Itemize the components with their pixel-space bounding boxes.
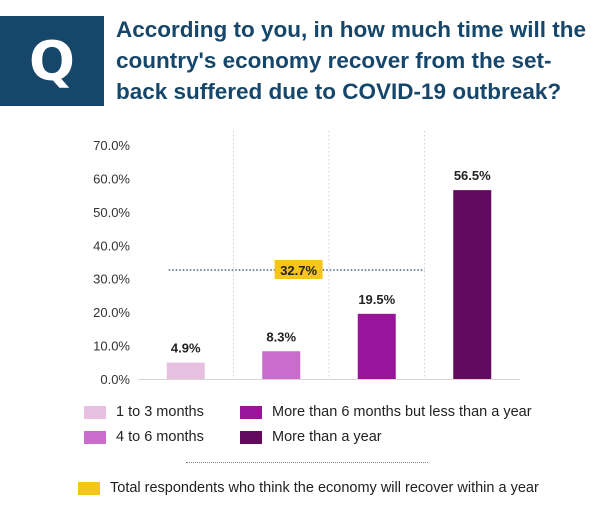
- y-tick-label: 0.0%: [100, 372, 130, 387]
- legend-swatch: [240, 405, 262, 419]
- annotation-badge: [274, 260, 323, 279]
- chart-title: According to you, in how much time will …: [116, 17, 587, 104]
- q-badge: Q: [0, 16, 104, 106]
- bar-value-label: 4.9%: [171, 341, 201, 356]
- bar-chart: 0.0% 10.0% 20.0% 30.0% 40.0% 50.0% 60.0% 70.0% 4…: [93, 131, 520, 387]
- legend-label: 1 to 3 months: [116, 404, 204, 420]
- bar: [262, 351, 301, 379]
- bar: [453, 190, 492, 379]
- y-tick-label: 60.0%: [93, 171, 130, 186]
- legend-label: 4 to 6 months: [116, 429, 204, 445]
- q-letter: Q: [29, 29, 75, 93]
- legend-item-4-to-6-months: 4 to 6 months: [84, 429, 204, 445]
- y-tick-label: 30.0%: [93, 272, 130, 287]
- y-tick-label: 50.0%: [93, 205, 130, 220]
- footnote-swatch: [78, 481, 100, 495]
- bar-value-label: 56.5%: [454, 168, 491, 183]
- separator-line: [186, 462, 428, 463]
- legend-item-more-than-year: More than a year: [240, 429, 382, 445]
- annotation-label: 32.7%: [280, 263, 317, 278]
- legend-swatch: [84, 430, 106, 444]
- bar-value-label: 8.3%: [266, 329, 296, 344]
- legend-label: More than 6 months but less than a year: [272, 404, 532, 420]
- y-tick-label: 10.0%: [93, 339, 130, 354]
- legend-label: More than a year: [272, 429, 382, 445]
- legend-item-6-months-to-year: More than 6 months but less than a year: [240, 404, 532, 420]
- footnote: Total respondents who think the economy …: [78, 480, 539, 496]
- legend-swatch: [240, 430, 262, 444]
- bar: [166, 362, 205, 379]
- y-tick-label: 70.0%: [93, 138, 130, 153]
- legend-swatch: [84, 405, 106, 419]
- legend-item-1-to-3-months: 1 to 3 months: [84, 404, 204, 420]
- y-tick-label: 20.0%: [93, 305, 130, 320]
- footnote-label: Total respondents who think the economy …: [110, 480, 539, 496]
- bar-value-label: 19.5%: [358, 292, 395, 307]
- bar: [357, 313, 396, 379]
- y-tick-label: 40.0%: [93, 238, 130, 253]
